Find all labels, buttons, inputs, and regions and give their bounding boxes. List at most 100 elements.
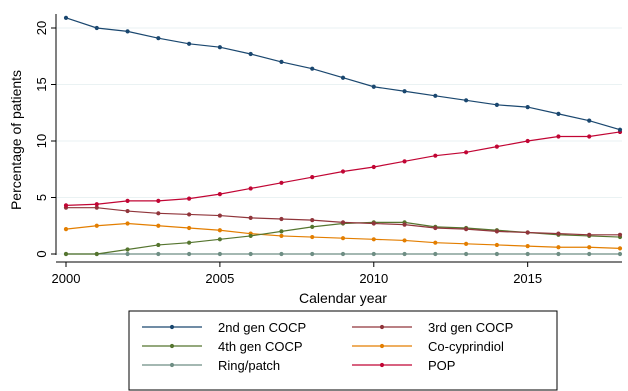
data-point: [525, 105, 530, 110]
data-point: [371, 251, 376, 257]
series-2nd-gen-cocp: [63, 15, 623, 132]
data-point: [187, 212, 192, 217]
data-point: [433, 225, 438, 231]
data-point: [248, 251, 253, 257]
data-point: [587, 251, 592, 257]
data-point: [587, 232, 592, 237]
legend: 2nd gen COCP 3rd gen COCP 4th gen COCP Co-c…: [128, 310, 558, 391]
data-point: [63, 251, 69, 257]
data-point: [279, 180, 284, 185]
legend-frame: [128, 310, 558, 391]
data-point: [494, 144, 499, 149]
data-point: [125, 221, 130, 226]
data-point: [340, 251, 346, 257]
data-point: [310, 175, 315, 180]
data-point: [279, 216, 284, 222]
data-point: [464, 150, 469, 155]
data-point: [310, 224, 315, 229]
series-line: [65, 131, 621, 207]
data-point: [187, 196, 192, 201]
data-point: [63, 203, 69, 208]
data-point: [371, 237, 376, 242]
legend-item: 3rd gen COCP: [352, 320, 513, 335]
legend-item: POP: [352, 358, 455, 373]
data-point: [63, 15, 69, 20]
data-point: [556, 231, 561, 236]
data-point: [187, 225, 192, 231]
data-point: [248, 215, 253, 220]
data-point: [248, 233, 253, 239]
data-point: [556, 111, 561, 116]
data-point: [402, 159, 407, 164]
y-tick-label: 0: [34, 250, 49, 257]
data-point: [340, 236, 346, 241]
data-point: [279, 233, 284, 239]
grid: [56, 27, 622, 255]
data-point: [63, 227, 69, 232]
data-point: [494, 229, 499, 234]
data-point: [525, 230, 530, 235]
data-point: [156, 251, 161, 257]
legend-item: 2nd gen COCP: [142, 320, 306, 335]
data-point: [525, 138, 530, 144]
data-point: [156, 223, 161, 228]
data-point: [525, 251, 530, 257]
data-point: [94, 202, 99, 207]
data-point: [525, 243, 530, 249]
data-point: [587, 245, 592, 250]
data-point: [125, 247, 130, 252]
data-point: [279, 251, 284, 257]
series-3rd-gen-cocp: [63, 205, 623, 237]
x-axis-title: Calendar year: [299, 290, 387, 306]
y-axis-title: Percentage of patients: [8, 70, 24, 210]
data-point: [617, 127, 623, 132]
data-point: [248, 186, 253, 191]
data-point: [310, 66, 315, 71]
x-tick-label: 2005: [205, 271, 234, 286]
series-ring-patch: [63, 251, 623, 257]
y-tick-label: 10: [34, 134, 49, 148]
data-point: [433, 153, 438, 158]
data-point: [402, 89, 407, 94]
data-point: [217, 251, 222, 257]
series-line: [65, 222, 621, 249]
data-point: [433, 240, 438, 245]
data-point: [248, 51, 253, 57]
legend-label: 3rd gen COCP: [428, 320, 513, 335]
legend-marker: [379, 324, 385, 330]
legend-label: 4th gen COCP: [218, 339, 303, 354]
data-point: [402, 238, 407, 243]
data-point: [94, 25, 99, 31]
data-point: [402, 222, 407, 227]
data-point: [94, 251, 99, 257]
data-point: [94, 205, 99, 210]
data-point: [310, 218, 315, 223]
legend-marker: [379, 343, 385, 349]
legend-label: POP: [428, 358, 455, 373]
legend-marker: [169, 324, 175, 330]
data-point: [279, 59, 284, 64]
data-point: [156, 211, 161, 216]
x-ticks: 2000 2005 2010 2015: [52, 262, 542, 286]
data-point: [187, 251, 192, 257]
y-ticks: 0 5 10 15 20: [34, 21, 56, 258]
data-point: [371, 84, 376, 89]
data-point: [187, 41, 192, 46]
data-point: [371, 221, 376, 226]
data-point: [217, 45, 222, 50]
legend-marker: [379, 362, 385, 368]
data-point: [340, 75, 346, 80]
legend-label: 2nd gen COCP: [218, 320, 306, 335]
series-layer: [63, 15, 623, 257]
series-pop: [63, 129, 623, 208]
data-point: [217, 228, 222, 233]
legend-label: Ring/patch: [218, 358, 280, 373]
legend-label: Co-cyprindiol: [428, 339, 504, 354]
legend-item: 4th gen COCP: [142, 339, 303, 354]
legend-item: Ring/patch: [142, 358, 280, 373]
data-point: [402, 251, 407, 257]
data-point: [617, 246, 623, 251]
y-tick-label: 5: [34, 194, 49, 201]
data-point: [433, 251, 438, 257]
data-point: [464, 98, 469, 103]
